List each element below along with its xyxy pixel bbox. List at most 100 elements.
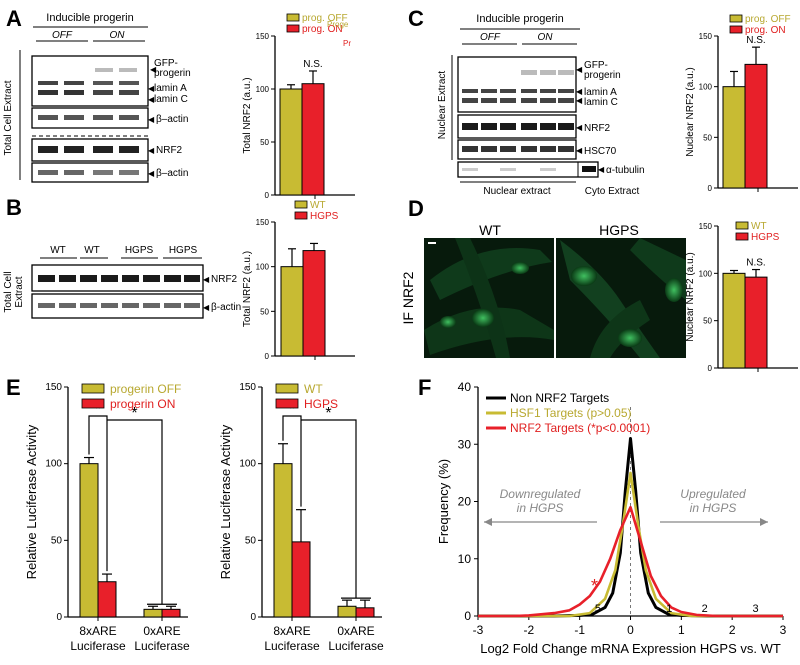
y-tick-label: 150 [699,32,713,41]
band [462,146,478,152]
svg-text:◀: ◀ [148,95,155,104]
legend-ghost: Proge [327,20,349,29]
band [558,146,574,152]
annotation-down-1: Downregulated [500,487,581,501]
x-tick-label: 0 [627,623,634,637]
ns-annotation: N.S. [303,59,322,70]
chart-c: 0 50 100 150 Nuclear NRF2 (a.u.) N.S. prog. OF… [685,14,798,193]
legend-swatch [729,25,743,34]
band [500,98,516,103]
blot-b-lane-3: HGPS [125,245,154,256]
blot-c-cyto-extract-label: Cyto Extract [585,186,640,197]
legend-swatch [294,211,308,220]
significance-star: * [95,401,101,418]
legend-swatch [294,200,308,209]
band [119,170,139,175]
legend-label: NRF2 Targets (*p<0.0001) [510,421,650,435]
bar-prog. ON [744,63,768,189]
panel-label-b: B [6,195,22,220]
blot-a-off-label: OFF [52,30,73,41]
significance-star: * [591,576,598,596]
y-tick-label: 0 [56,612,62,623]
svg-text:◀: ◀ [576,87,583,96]
x-tick-label: Luciferase [134,639,190,653]
y-tick-label: 50 [703,317,712,326]
if-hgps-label: HGPS [599,222,639,238]
band [540,70,556,75]
band [119,115,139,120]
y-tick-label: 50 [51,535,63,546]
x-tick-label: -3 [473,623,484,637]
annotation-up-2: in HGPS [690,501,737,515]
blot-c-gfp-label-2: progerin [584,70,621,81]
panel-label-a: A [6,6,22,31]
blot-b: WT WT HGPS HGPS Total Cell Extract ◀ NRF… [3,245,241,319]
if-side-label: IF NRF2 [400,271,416,324]
x-tick-label: Luciferase [264,639,320,653]
band [93,170,113,175]
significance-bracket [88,415,108,572]
y-tick-label: 20 [458,495,472,509]
blot-b-lane-1: WT [50,245,66,256]
band [582,166,596,172]
y-tick-label: 100 [256,85,270,94]
y-tick-label: 30 [458,437,472,451]
legend-label: prog. OFF [745,14,791,25]
y-axis-label: Total NRF2 (a.u.) [242,251,253,327]
blot-a-actin-label-2: β–actin [156,168,188,179]
panel-label-f: F [418,375,431,400]
bar-WT [280,266,304,357]
legend-label: progerin ON [110,397,175,411]
y-tick-label: 40 [458,380,472,394]
band [64,146,84,153]
x-tick-label: 8xARE [273,624,310,638]
band [500,89,516,93]
band [164,275,181,282]
y-tick-label: 100 [699,269,713,278]
x-tick-label: Luciferase [70,639,126,653]
panel-label-e: E [6,375,21,400]
blot-c-side-label: Nuclear Extract [437,71,448,140]
y-tick-label: 150 [256,32,270,41]
band [93,90,113,95]
blot-c-lamin-a-label: lamin A [584,87,617,98]
panel-label-d: D [408,196,424,221]
band [521,89,537,93]
y-tick-label: 0 [265,352,270,361]
bar-progerin ON [161,608,181,618]
svg-text:◀: ◀ [150,65,157,74]
y-tick-label: 100 [239,459,256,470]
svg-text:◀: ◀ [576,123,583,132]
up-arrow-head [760,518,768,526]
legend-ghost: Pr [343,39,351,48]
svg-text:◀: ◀ [148,169,155,178]
band [184,303,200,308]
blot-c-on-label: ON [538,32,554,43]
ns-annotation: N.S. [746,258,765,269]
band [143,275,160,282]
y-tick-label: 0 [708,364,713,373]
legend-label: HGPS [304,397,338,411]
blot-a-gfp-label-1: GFP- [154,58,178,69]
line-series-HSF1 Targets (p>0.05) [478,471,783,618]
bar-HGPS [302,250,326,357]
x-tick-label: -2 [523,623,534,637]
y-tick-label: 50 [260,138,269,147]
y-tick-label: 50 [245,535,257,546]
peak-label: 3 [753,603,759,615]
bar-HGPS [744,276,768,369]
y-tick-label: 50 [260,307,269,316]
svg-text:◀: ◀ [203,275,210,284]
bar-WT [337,605,357,618]
band [540,98,556,103]
x-tick-label: 1 [678,623,685,637]
blot-a-lamin-c-label: lamin C [154,94,188,105]
band [481,123,497,130]
y-tick-label: 100 [256,263,270,272]
band [59,275,76,282]
band [64,90,84,95]
legend-label: Non NRF2 Targets [510,391,609,405]
blot-c: Inducible progerin OFF ON Nuclear Extrac… [437,13,645,197]
